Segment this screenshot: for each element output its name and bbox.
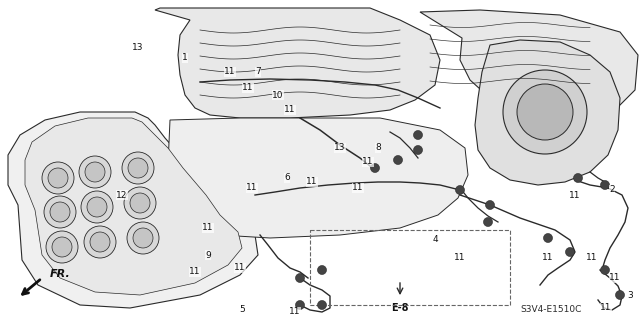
Circle shape <box>371 164 380 173</box>
Text: 1: 1 <box>182 54 188 63</box>
Circle shape <box>130 193 150 213</box>
Circle shape <box>128 158 148 178</box>
Text: 11: 11 <box>586 254 598 263</box>
Circle shape <box>483 218 493 226</box>
Circle shape <box>296 273 305 283</box>
Text: 11: 11 <box>224 68 236 77</box>
Text: 2: 2 <box>609 186 615 195</box>
Text: 11: 11 <box>234 263 246 272</box>
Circle shape <box>85 162 105 182</box>
Circle shape <box>600 265 609 275</box>
Text: 3: 3 <box>627 291 633 300</box>
Text: 11: 11 <box>189 268 201 277</box>
Text: E-8: E-8 <box>391 303 409 313</box>
Circle shape <box>46 231 78 263</box>
Text: 11: 11 <box>246 183 258 192</box>
Circle shape <box>317 265 326 275</box>
Text: 13: 13 <box>132 43 144 53</box>
Polygon shape <box>155 8 440 118</box>
Circle shape <box>127 222 159 254</box>
Text: 6: 6 <box>284 174 290 182</box>
Text: 11: 11 <box>454 254 466 263</box>
Text: 11: 11 <box>243 84 253 93</box>
Polygon shape <box>420 10 638 118</box>
Text: 8: 8 <box>375 144 381 152</box>
Polygon shape <box>8 112 258 308</box>
Bar <box>310 230 510 305</box>
Circle shape <box>124 187 156 219</box>
Text: 11: 11 <box>542 254 554 263</box>
Text: FR.: FR. <box>50 269 71 279</box>
Circle shape <box>413 145 422 154</box>
Text: 11: 11 <box>307 177 317 187</box>
Circle shape <box>50 202 70 222</box>
Polygon shape <box>25 118 242 295</box>
Circle shape <box>87 197 107 217</box>
Text: 9: 9 <box>205 250 211 259</box>
Circle shape <box>503 70 587 154</box>
Text: 5: 5 <box>239 306 245 315</box>
Text: 7: 7 <box>255 68 261 77</box>
Circle shape <box>566 248 575 256</box>
Circle shape <box>543 234 552 242</box>
Circle shape <box>296 300 305 309</box>
Circle shape <box>317 300 326 309</box>
Text: 10: 10 <box>272 91 284 100</box>
Text: 4: 4 <box>432 235 438 244</box>
Text: 11: 11 <box>202 224 214 233</box>
Circle shape <box>84 226 116 258</box>
Circle shape <box>42 162 74 194</box>
Polygon shape <box>475 40 620 185</box>
Circle shape <box>44 196 76 228</box>
Circle shape <box>600 181 609 189</box>
Text: S3V4-E1510C: S3V4-E1510C <box>520 306 581 315</box>
Circle shape <box>81 191 113 223</box>
Polygon shape <box>168 118 468 238</box>
Circle shape <box>90 232 110 252</box>
Text: 11: 11 <box>569 190 580 199</box>
Circle shape <box>122 152 154 184</box>
Text: 11: 11 <box>609 273 621 283</box>
Text: 13: 13 <box>334 144 346 152</box>
Text: 11: 11 <box>352 183 364 192</box>
Circle shape <box>573 174 582 182</box>
Circle shape <box>79 156 111 188</box>
Text: 11: 11 <box>284 106 296 115</box>
Circle shape <box>413 130 422 139</box>
Circle shape <box>133 228 153 248</box>
Text: 11: 11 <box>600 303 612 313</box>
Circle shape <box>486 201 495 210</box>
Circle shape <box>616 291 625 300</box>
Circle shape <box>456 186 465 195</box>
Circle shape <box>517 84 573 140</box>
Text: 12: 12 <box>116 190 128 199</box>
Circle shape <box>394 155 403 165</box>
Circle shape <box>52 237 72 257</box>
Text: 11: 11 <box>289 308 301 316</box>
Text: 11: 11 <box>362 158 374 167</box>
Circle shape <box>48 168 68 188</box>
